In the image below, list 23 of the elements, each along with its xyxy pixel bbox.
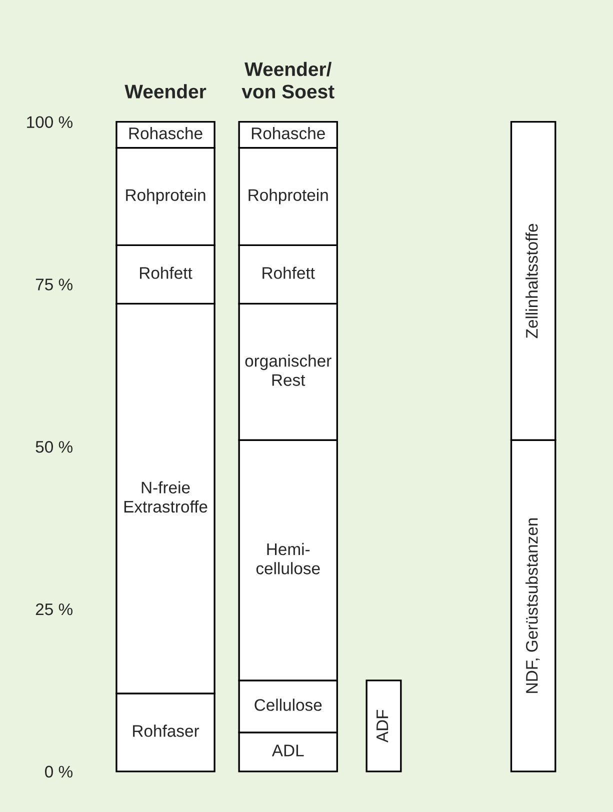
y-tick-label: 75 %	[36, 278, 72, 290]
series-label: ADF	[376, 710, 388, 743]
series-label: Hemi- cellulose	[256, 542, 320, 574]
series-label: NDF, Gerüstsubstanzen	[526, 518, 540, 693]
series-label: ADL	[272, 744, 304, 756]
series-label: Rohfaser	[133, 724, 200, 737]
y-tick-label: 0 %	[45, 766, 72, 778]
series-label: Rohfett	[140, 266, 192, 279]
x-tick-label: Weender	[124, 84, 206, 98]
y-tick-label: 25 %	[36, 603, 72, 616]
series-label: Rohasche	[129, 127, 202, 140]
series-label: organischer Rest	[245, 354, 332, 386]
series-label: N-freie Extrastroffe	[124, 481, 208, 513]
x-tick-label: Weender/ von Soest	[242, 62, 334, 98]
y-tick-label: 100 %	[27, 116, 72, 128]
text: Rohasche	[252, 127, 325, 140]
series-label: Rohprotein	[248, 188, 328, 204]
series-label: Cellulose	[254, 698, 322, 711]
bar	[366, 680, 402, 772]
series-label: Zellinhaltsstoffe	[526, 224, 538, 338]
text: Rohfett	[262, 266, 315, 279]
y-tick-label: 50 %	[36, 441, 72, 453]
text: Rohprotein	[126, 188, 206, 204]
